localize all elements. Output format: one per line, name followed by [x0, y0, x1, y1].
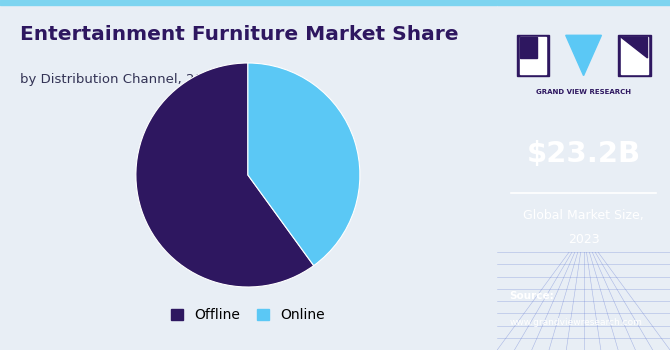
Text: 2023: 2023 — [567, 233, 600, 246]
Text: www.grandviewresearch.com: www.grandviewresearch.com — [509, 318, 642, 327]
Text: $23.2B: $23.2B — [527, 140, 641, 168]
Bar — [520, 37, 547, 74]
Text: Entertainment Furniture Market Share: Entertainment Furniture Market Share — [20, 25, 458, 43]
Polygon shape — [620, 37, 647, 58]
Text: Global Market Size,: Global Market Size, — [523, 209, 644, 222]
Text: GRAND VIEW RESEARCH: GRAND VIEW RESEARCH — [536, 89, 631, 96]
Bar — [0, 0, 497, 5]
Polygon shape — [565, 35, 602, 76]
Text: by Distribution Channel, 2023 (%): by Distribution Channel, 2023 (%) — [20, 74, 247, 86]
Bar — [618, 35, 651, 76]
Text: Source:: Source: — [509, 291, 554, 301]
Wedge shape — [248, 63, 360, 266]
Bar — [517, 35, 549, 76]
Legend: Offline, Online: Offline, Online — [165, 302, 331, 328]
Bar — [497, 0, 670, 5]
Bar — [520, 37, 537, 58]
Bar — [620, 37, 647, 74]
Wedge shape — [136, 63, 314, 287]
